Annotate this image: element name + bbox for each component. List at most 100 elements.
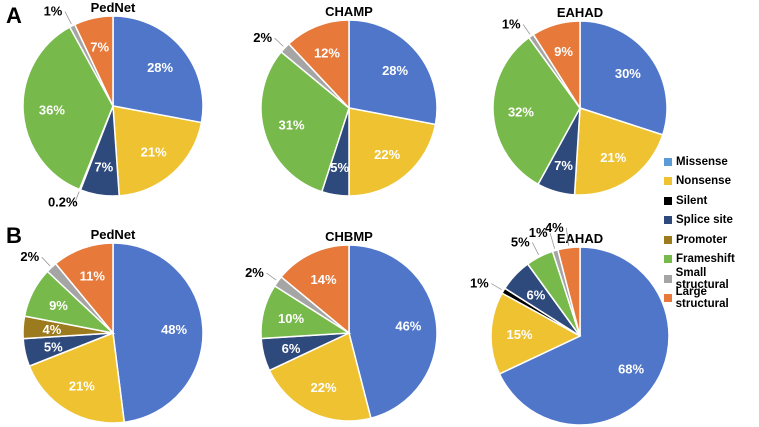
pie-title: EAHAD — [557, 231, 603, 246]
legend-label: Promoter — [676, 233, 728, 246]
data-label: 1% — [470, 276, 489, 291]
pie-title: CHBMP — [325, 229, 373, 244]
data-label: 32% — [508, 105, 534, 120]
legend-label: Large structural — [675, 286, 729, 311]
leader-line — [41, 256, 51, 267]
data-label: 30% — [615, 66, 641, 81]
pie-slice-nonsense — [573, 106, 664, 196]
legend-swatch — [664, 294, 672, 303]
legend-swatch — [664, 157, 672, 166]
pie-slice-missense — [348, 244, 438, 420]
data-label: 5% — [511, 234, 530, 249]
legend-label: Silent — [676, 194, 708, 207]
data-label: 68% — [618, 361, 644, 376]
pie-slice-nonsense — [490, 292, 582, 375]
data-label: 2% — [20, 249, 39, 264]
legend-label: Nonsense — [676, 175, 731, 188]
pie-slice-missense — [112, 242, 204, 424]
data-label: 5% — [44, 339, 63, 354]
legend-label: Small structural — [675, 266, 729, 291]
leader-line — [491, 283, 502, 291]
data-label: 21% — [141, 145, 167, 160]
data-label: 48% — [161, 322, 187, 337]
pie-slice-large-structural — [73, 15, 114, 107]
pie-slice-nonsense — [112, 105, 203, 197]
data-label: 21% — [600, 150, 626, 165]
data-label: 1% — [502, 16, 521, 31]
leader-line — [274, 37, 284, 47]
leader-line — [549, 233, 555, 249]
legend-swatch — [664, 216, 672, 225]
pie-b-pednet: PedNet 48% 21% 5% 4% 9% 2% 11% — [20, 227, 204, 424]
data-label: 46% — [395, 319, 421, 334]
data-label: 4% — [545, 220, 564, 235]
legend-item: Silent — [664, 191, 759, 211]
legend-item: Missense — [664, 152, 759, 172]
leader-line — [74, 191, 80, 203]
leader-line — [522, 24, 531, 35]
pie-title: EAHAD — [557, 5, 603, 20]
legend-label: Missense — [676, 155, 728, 168]
data-label: 15% — [506, 327, 532, 342]
pie-slice-frameshift — [260, 50, 350, 193]
legend-item: Nonsense — [664, 172, 759, 192]
data-label: 12% — [314, 45, 340, 60]
legend-item: Large structural — [664, 286, 759, 311]
pie-title: PedNet — [91, 227, 136, 242]
pie-slice-missense — [348, 19, 438, 126]
pie-a-champ: CHAMP 28% 22% 5% 31% 2% 12% — [253, 4, 438, 197]
leader-line — [531, 242, 540, 256]
legend-label: Frameshift — [676, 253, 735, 266]
pie-title: PedNet — [91, 0, 136, 15]
legend-swatch — [664, 177, 672, 186]
data-label: 21% — [69, 379, 95, 394]
data-label: 9% — [554, 44, 573, 59]
pie-slice-nonsense — [28, 331, 126, 424]
panel-label-a: A — [6, 3, 22, 28]
data-label: 4% — [43, 322, 62, 337]
pie-slice-large-structural — [54, 242, 114, 336]
pie-a-pednet: PedNet 28% 21% 7% 0.2% 36% 1% 7% — [22, 0, 204, 210]
data-label: 7% — [94, 160, 113, 175]
pie-a-eahad: EAHAD 30% 21% 7% 32% 1% 9% — [492, 5, 668, 196]
pie-slice-large-structural — [287, 19, 350, 110]
data-label: 6% — [526, 288, 545, 303]
legend-item: Small structural — [664, 266, 759, 291]
panel-label-b: B — [6, 223, 22, 248]
data-label: 9% — [49, 298, 68, 313]
data-label: 22% — [311, 380, 337, 395]
legend-swatch — [664, 255, 672, 264]
legend-swatch — [664, 196, 672, 205]
pie-slice-missense — [498, 246, 670, 426]
leader-line — [565, 227, 569, 246]
data-label: 31% — [279, 118, 305, 133]
data-label: 14% — [311, 272, 337, 287]
pie-slice-missense — [112, 15, 204, 124]
pie-title: CHAMP — [325, 4, 373, 19]
data-label: 28% — [147, 60, 173, 75]
pie-b-chbmp: CHBMP 46% 22% 6% 10% 2% 14% — [245, 229, 438, 422]
pie-slice-missense — [579, 20, 668, 136]
pie-slice-large-structural — [532, 20, 581, 111]
data-label: 5% — [330, 160, 349, 175]
data-label: 36% — [39, 103, 65, 118]
data-label: 11% — [80, 268, 106, 283]
pie-slice-nonsense — [348, 107, 437, 197]
leader-line — [266, 272, 277, 281]
legend-item: Frameshift — [664, 250, 759, 270]
data-label: 10% — [278, 311, 304, 326]
pie-slice-nonsense — [268, 331, 372, 422]
data-label: 1% — [529, 225, 548, 240]
legend-label: Splice site — [676, 214, 733, 227]
legend-swatch — [664, 274, 672, 283]
legend: Missense Nonsense Silent Splice site Promote… — [664, 152, 759, 311]
pie-slice-frameshift — [22, 26, 114, 191]
leader-line — [64, 11, 72, 25]
data-label: 0.2% — [48, 195, 78, 210]
pie-slice-frameshift — [492, 36, 581, 186]
legend-item: Promoter — [664, 230, 759, 250]
pie-slice-large-structural — [556, 246, 581, 337]
data-label: 7% — [554, 158, 573, 173]
